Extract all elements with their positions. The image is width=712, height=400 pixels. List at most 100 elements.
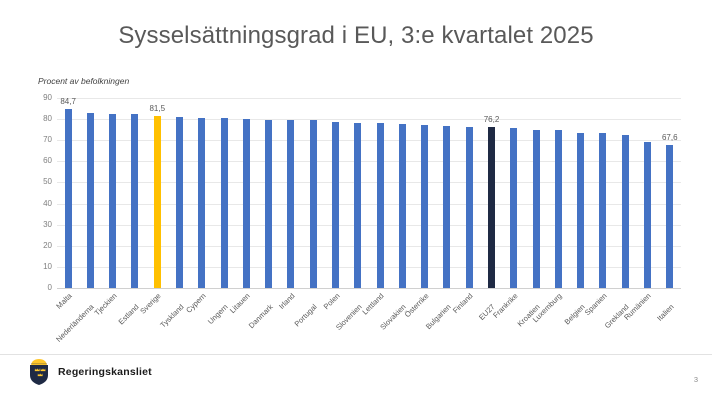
bar-series: 84,7 81,5 76,2 67,6 [57,98,681,288]
y-axis-tick: 10 [43,261,52,271]
bar-slot [102,98,124,288]
bar-sverige[interactable] [153,115,161,288]
footer-divider [0,354,712,355]
bar-finland[interactable] [465,126,473,288]
bar-slot [614,98,636,288]
bar-value-label: 81,5 [149,103,166,113]
y-axis-tick: 50 [43,177,52,187]
organization-name: Regeringskansliet [58,366,152,378]
y-axis-tick: 60 [43,156,52,166]
bar-malta[interactable] [64,109,72,288]
bar-slot [569,98,591,288]
bar-spanien[interactable] [599,133,607,288]
bar-slot [458,98,480,288]
bar-slot [636,98,658,288]
y-axis-tick: 90 [43,93,52,102]
bar-grekland[interactable] [621,135,629,288]
y-axis-tick: 40 [43,198,52,208]
y-axis: 90 80 70 60 50 40 30 20 10 0 [33,94,55,292]
gridline [57,288,681,289]
plot-region: 84,7 81,5 76,2 67,6 [57,98,681,289]
y-axis-tick: 80 [43,114,52,124]
swedish-government-crest-icon [30,359,48,385]
x-axis-tick: Tyskland [158,290,190,348]
bar-frankrike[interactable] [510,128,518,288]
chart-area: 90 80 70 60 50 40 30 20 10 0 84,7 81,5 76,2 67,6 [33,94,681,294]
x-axis-tick: Rumänien [623,290,658,348]
y-axis-tick: 70 [43,135,52,145]
x-axis-tick: Portugal [293,290,324,348]
bar-value-label: 67,6 [661,133,678,143]
bar-slot [369,98,391,288]
bar-slot: 67,6 [659,98,681,288]
x-axis-category-labels: Malta Nederländerna Tjeckien Estland Sverige… [54,290,681,348]
x-axis-tick: EU27 [478,290,502,348]
bar-belgien[interactable] [577,133,585,288]
bar-slot [347,98,369,288]
bar-nederl-nderna[interactable] [86,112,94,288]
bar-litauen[interactable] [242,119,250,288]
x-axis-tick: Slovenien [334,290,369,348]
bar-luxemburg[interactable] [554,130,562,288]
y-axis-tick: 0 [47,283,52,292]
bar-slot [592,98,614,288]
bar-bulgarien[interactable] [443,125,451,288]
bar-portugal[interactable] [309,120,317,288]
bar-slot [436,98,458,288]
bar-slot: 81,5 [146,98,168,288]
bar-slovakien[interactable] [398,124,406,288]
bar-slot [79,98,101,288]
bar-value-label: 84,7 [60,97,76,107]
bar-polen[interactable] [332,121,340,288]
x-axis-tick-label: Irland [276,291,297,311]
bar--sterrike[interactable] [421,125,429,288]
bar-slot [280,98,302,288]
bar-kroatien[interactable] [532,129,540,288]
axis-unit-caption: Procent av befolkningen [38,76,130,86]
y-axis-tick: 30 [43,219,52,229]
footer: Regeringskansliet [28,358,152,386]
bar-lettland[interactable] [376,123,384,288]
bar-slot [124,98,146,288]
x-axis-tick: Finland [451,290,480,348]
bar-value-label: 76,2 [483,115,500,125]
bar-slot [302,98,324,288]
bar-irland[interactable] [287,120,295,288]
bar-danmark[interactable] [265,119,273,288]
x-axis-tick: Ungern [206,290,235,348]
bar-tyskland[interactable] [176,117,184,288]
bar-estland[interactable] [131,114,139,288]
x-axis-tick-label: Polen [321,291,342,312]
x-axis-tick: Nederländerna [55,290,101,348]
page-title: Sysselsättningsgrad i EU, 3:e kvartalet … [118,22,594,49]
bar-slot [503,98,525,288]
bar-slot [258,98,280,288]
x-axis-tick: Italien [654,290,681,348]
x-axis-tick: Bulgarien [424,290,458,348]
y-axis-tick: 20 [43,240,52,250]
x-axis-tick: Danmark [246,290,280,348]
bar-rum-nien[interactable] [643,141,651,288]
bar-slot [414,98,436,288]
bar-slot [324,98,346,288]
bar-ungern[interactable] [220,117,228,288]
x-axis-tick-label: Italien [654,302,676,323]
bar-eu27[interactable] [487,127,495,288]
bar-slot [391,98,413,288]
x-axis-tick-label: Malta [54,291,74,311]
bar-slot [168,98,190,288]
page-number: 3 [693,375,698,384]
bar-slot [235,98,257,288]
bar-slot [547,98,569,288]
bar-slot [213,98,235,288]
bar-slot: 84,7 [57,98,79,288]
bar-cypern[interactable] [198,117,206,288]
bar-italien[interactable] [666,145,674,288]
bar-slovenien[interactable] [354,122,362,288]
bar-slot [191,98,213,288]
bar-tjeckien[interactable] [109,114,117,288]
bar-slot [525,98,547,288]
x-axis-tick: Belgien [562,290,591,348]
bar-slot: 76,2 [480,98,502,288]
